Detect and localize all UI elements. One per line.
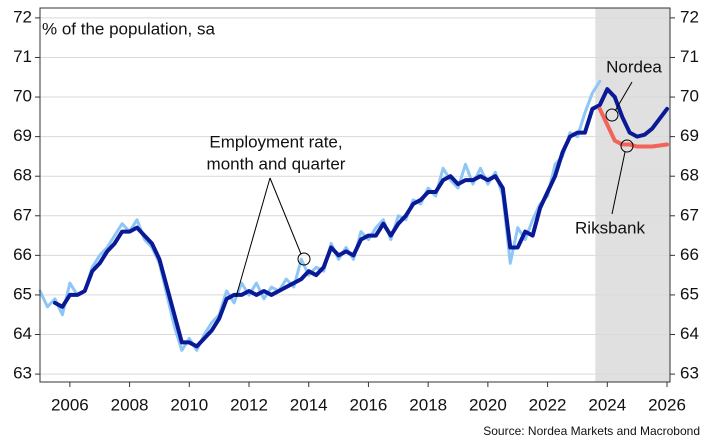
y2-tick-label: 67 bbox=[680, 205, 699, 224]
x-tick-label: 2022 bbox=[529, 395, 567, 414]
y2-tick-label: 71 bbox=[680, 47, 699, 66]
y-tick-label: 71 bbox=[13, 47, 32, 66]
x-tick-label: 2018 bbox=[409, 395, 447, 414]
annotation-marker bbox=[297, 252, 311, 266]
annotation-marker bbox=[605, 108, 619, 122]
annotation-arrow bbox=[269, 177, 302, 255]
y-tick-label: 63 bbox=[13, 364, 32, 383]
series-line bbox=[612, 95, 670, 139]
annotation-marker bbox=[620, 139, 634, 153]
forecast-shading bbox=[595, 8, 670, 382]
y-tick-label: 65 bbox=[13, 284, 32, 303]
series-line bbox=[597, 106, 670, 149]
y2-tick-label: 70 bbox=[680, 87, 699, 106]
y2-tick-label: 72 bbox=[680, 7, 699, 26]
annotation: Employment rate, bbox=[209, 132, 342, 151]
y2-tick-label: 63 bbox=[680, 364, 699, 383]
annotation-arrow bbox=[614, 81, 633, 112]
y-tick-label: 70 bbox=[13, 87, 32, 106]
x-tick-label: 2012 bbox=[230, 395, 268, 414]
y-tick-label: 72 bbox=[13, 7, 32, 26]
y2-tick-label: 68 bbox=[680, 166, 699, 185]
chart-title: % of the population, sa bbox=[42, 19, 216, 38]
x-tick-label: 2020 bbox=[469, 395, 507, 414]
annotation-arrow bbox=[611, 151, 626, 215]
x-tick-label: 2024 bbox=[588, 395, 626, 414]
y-tick-label: 66 bbox=[13, 245, 32, 264]
y-tick-label: 67 bbox=[13, 205, 32, 224]
plot-frame bbox=[39, 7, 671, 383]
annotation-arrow bbox=[235, 177, 271, 298]
annotation: Riksbank bbox=[575, 218, 645, 237]
y2-tick-label: 64 bbox=[680, 324, 699, 343]
y-tick-label: 68 bbox=[13, 166, 32, 185]
y-tick-label: 69 bbox=[13, 126, 32, 145]
series-line bbox=[52, 87, 617, 349]
x-tick-label: 2008 bbox=[111, 395, 149, 414]
x-tick-label: 2010 bbox=[170, 395, 208, 414]
source-note: Source: Nordea Markets and Macrobond bbox=[483, 424, 700, 438]
x-tick-label: 2026 bbox=[648, 395, 686, 414]
y-tick-label: 64 bbox=[13, 324, 32, 343]
annotation: month and quarter bbox=[207, 154, 346, 173]
x-tick-label: 2014 bbox=[290, 395, 328, 414]
x-tick-label: 2006 bbox=[51, 395, 89, 414]
y2-tick-label: 69 bbox=[680, 126, 699, 145]
lines bbox=[38, 79, 670, 352]
y2-tick-label: 66 bbox=[680, 245, 699, 264]
background bbox=[40, 8, 670, 382]
y2-tick-label: 65 bbox=[680, 284, 699, 303]
annotation: Nordea bbox=[606, 57, 662, 76]
x-tick-label: 2016 bbox=[350, 395, 388, 414]
